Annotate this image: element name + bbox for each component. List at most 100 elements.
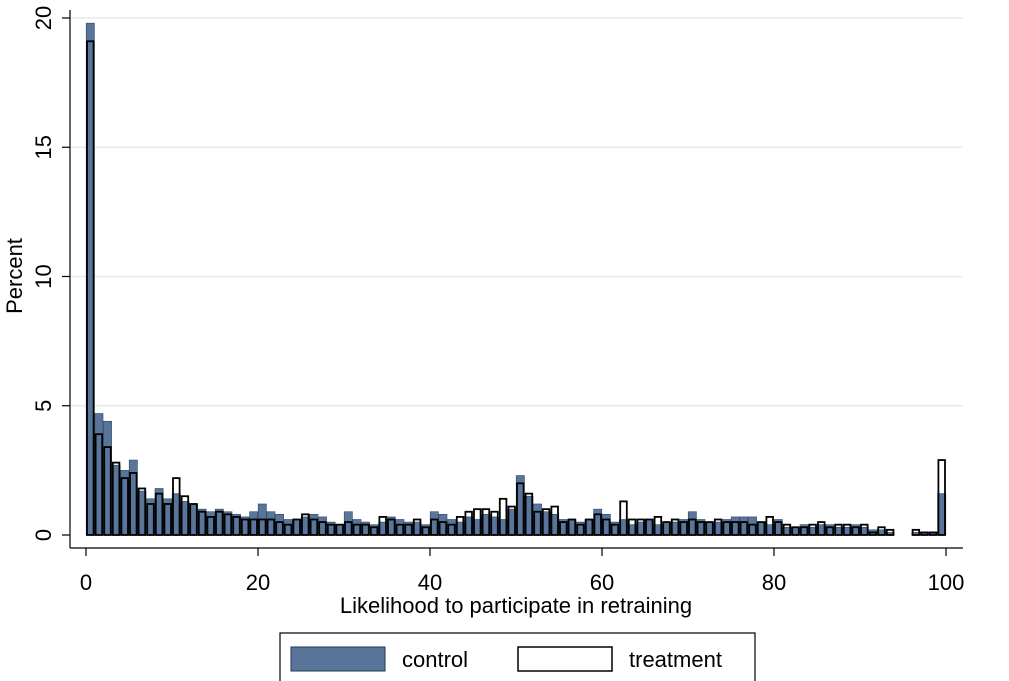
treatment-bar [249,518,258,536]
treatment-bar [189,503,198,536]
x-tick-label: 40 [418,570,442,595]
x-axis-ticks: 0 20 40 60 80 100 [80,548,964,595]
treatment-bar [834,523,843,536]
treatment-bar [576,523,585,536]
treatment-bar [756,521,766,536]
treatment-bar [636,518,645,536]
x-tick-label: 0 [80,570,92,595]
treatment-bar [653,516,663,536]
y-tick-label: 5 [31,400,56,412]
treatment-bar [438,521,448,536]
legend-label-control: control [402,647,468,672]
treatment-bar [421,526,430,536]
treatment-bar [292,518,301,536]
treatment-bar [490,510,499,536]
treatment-bar [670,518,680,536]
treatment-bar [688,518,697,536]
treatment-bar [868,531,878,536]
treatment-bar [937,459,946,536]
treatment-bar [301,513,310,536]
treatment-bar [722,521,731,536]
treatment-bar [851,526,860,536]
treatment-bar [258,518,267,536]
treatment-bar [765,516,774,536]
axes [69,10,963,549]
treatment-bar [215,510,224,536]
treatment-bar [782,523,792,536]
treatment-bar [808,523,817,536]
treatment-bar [679,521,688,536]
treatment-bar [197,510,207,536]
treatment-bar [395,523,405,536]
treatment-bar [275,521,284,536]
treatment-bar [593,513,602,536]
treatment-bar [817,521,826,536]
x-tick-label: 20 [246,570,270,595]
treatment-bar [541,508,551,536]
treatment-bar [352,523,362,536]
treatment-bar [713,518,723,536]
treatment-bar [610,523,620,536]
treatment-bar [739,521,749,536]
legend-label-treatment: treatment [629,647,722,672]
treatment-bar [283,523,293,536]
treatment-bar [645,518,654,536]
treatment-bar [318,521,327,536]
treatment-bar [335,523,344,536]
treatment-bar [559,521,568,536]
treatment-bar [344,521,353,536]
treatment-bar [602,518,611,536]
treatment-bar [619,500,628,536]
treatment-bar [387,518,396,536]
treatment-bar [774,521,783,536]
treatment-bar [731,521,740,536]
y-tick-label: 10 [31,264,56,288]
treatment-bar [180,495,190,536]
treatment-bar [481,508,491,536]
y-tick-label: 20 [31,6,56,30]
treatment-bar [920,531,929,536]
treatment-bar [842,523,852,536]
x-tick-label: 80 [762,570,786,595]
treatment-bar [885,528,895,536]
treatment-bar [516,482,525,536]
treatment-bar [507,505,516,536]
treatment-bar [799,526,809,536]
treatment-bar [662,521,671,536]
treatment-bar [361,523,370,536]
treatment-bar [928,531,938,536]
treatment-bar [86,40,95,536]
treatment-bars [86,40,946,536]
gridlines [70,17,963,407]
treatment-bar [911,528,921,536]
treatment-bar [172,477,181,536]
x-axis-title: Likelihood to participate in retraining [340,593,692,618]
treatment-bar [94,433,104,536]
treatment-bar [137,487,147,536]
treatment-bar [146,503,155,536]
treatment-bar [533,510,542,536]
treatment-bar [266,518,276,536]
treatment-bar [412,518,422,536]
y-tick-label: 0 [31,529,56,541]
treatment-bar [877,526,886,536]
treatment-bar [748,523,757,536]
treatment-bar [447,523,456,536]
treatment-bar [567,518,577,536]
y-tick-label: 15 [31,135,56,159]
y-axis-ticks: 0 5 10 15 20 [31,6,70,541]
legend-swatch-treatment [517,646,613,672]
treatment-bar [696,521,706,536]
legend: control treatment [279,632,756,681]
treatment-bar [550,505,559,536]
treatment-bar [129,472,138,536]
treatment-bar [627,518,637,536]
treatment-bar [430,518,439,536]
treatment-bar [103,446,112,536]
treatment-bar [326,523,336,536]
treatment-bar [825,526,835,536]
legend-swatch-control [290,646,386,672]
treatment-bar [498,497,508,536]
